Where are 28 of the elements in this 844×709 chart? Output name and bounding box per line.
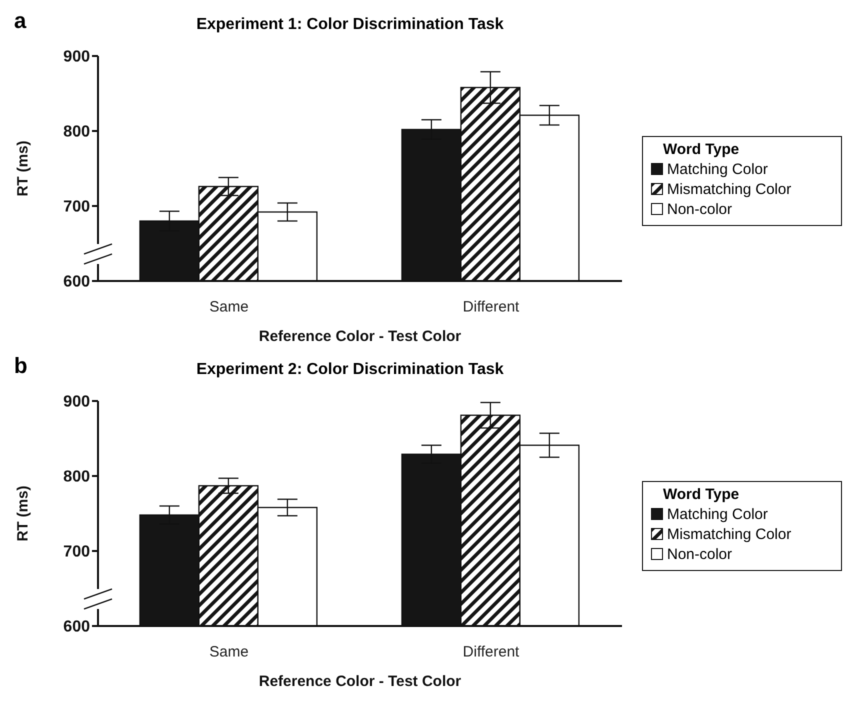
y-tick-label: 900	[63, 48, 90, 66]
x-tick-label: Different	[462, 298, 520, 316]
legend-label: Non-color	[667, 200, 732, 218]
y-tick-label: 600	[63, 618, 90, 636]
legend-label: Matching Color	[667, 160, 768, 178]
legend-label: Mismatching Color	[667, 526, 792, 542]
y-tick-label: 800	[63, 124, 90, 141]
legend-label: Mismatching Color	[667, 180, 792, 198]
text: a	[14, 8, 26, 34]
y-tick-label: 700	[63, 198, 90, 216]
x-axis-title: Reference Color - Test Color	[258, 673, 462, 690]
legend-title: Word Type	[663, 486, 740, 502]
x-tick-label: Same	[209, 298, 249, 316]
y-axis-title: RT (ms)	[14, 486, 32, 542]
text: b	[14, 353, 28, 379]
chart-title: Experiment 1: Color Discrimination Task	[195, 16, 505, 34]
x-tick-label: Same	[209, 644, 249, 661]
legend-label: Matching Color	[667, 506, 768, 522]
y-tick-label: 600	[63, 274, 90, 291]
y-tick-label: 800	[63, 468, 90, 486]
y-tick-label: 900	[63, 394, 90, 411]
legend-title: Word Type	[663, 140, 740, 158]
legend-label: Non-color	[667, 546, 732, 562]
y-axis-title: RT (ms)	[14, 140, 32, 196]
x-axis-title: Reference Color - Test Color	[258, 328, 462, 345]
y-tick-label: 700	[63, 544, 90, 561]
chart-title: Experiment 2: Color Discrimination Task	[195, 361, 505, 379]
x-tick-label: Different	[462, 644, 520, 661]
